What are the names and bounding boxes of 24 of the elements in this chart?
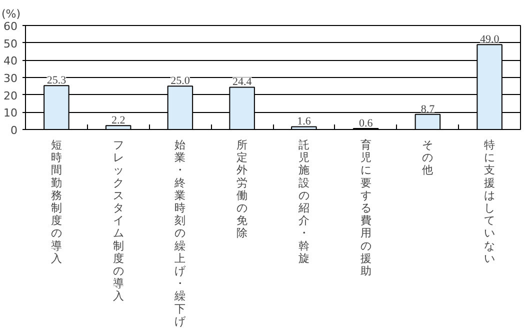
y-tick-label: 0 [10, 124, 18, 137]
category-label: 短時間勤務制度の導入 [50, 140, 62, 265]
y-tick-label: 20 [4, 89, 18, 102]
y-tick-label: 30 [4, 72, 18, 85]
y-tick-label: 10 [4, 106, 18, 120]
data-label: 2.2 [111, 114, 126, 127]
y-axis-title: (%) [2, 8, 21, 20]
data-label: 0.6 [358, 117, 374, 130]
category-label: 託児施設の紹介・斡旋 [298, 140, 310, 265]
data-label: 1.6 [297, 116, 312, 128]
category-label: 特に支援はしていない [484, 140, 496, 265]
y-tick-label: 40 [4, 54, 18, 68]
data-label: 49.0 [480, 34, 500, 46]
data-label: 24.4 [232, 76, 252, 88]
category-label: 始業・終業時刻の繰上げ・繰下げ [174, 140, 186, 328]
category-label: フレックスタイム制度の導入 [112, 140, 124, 303]
data-label: 25.3 [46, 74, 67, 87]
x-tick-label: その他 [422, 140, 434, 177]
category-label: 育児に要する費用の援助 [360, 140, 372, 278]
x-tick-label: 所定外労働の免除 [236, 138, 248, 240]
y-tick-label: 60 [4, 20, 18, 33]
data-label: 25.0 [170, 75, 190, 88]
data-label: 8.7 [420, 103, 436, 116]
y-tick-label: 50 [4, 37, 18, 50]
